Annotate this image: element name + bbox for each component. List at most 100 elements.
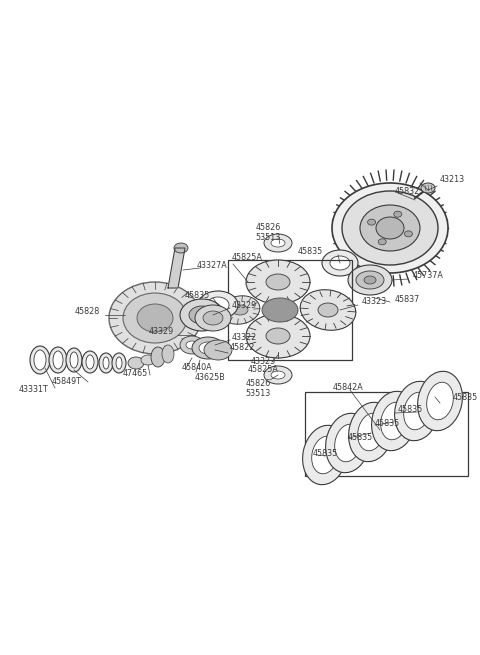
Text: 47465: 47465 (123, 369, 148, 379)
Ellipse shape (262, 298, 298, 322)
Text: 45825A: 45825A (248, 365, 278, 375)
Text: 53513: 53513 (255, 233, 281, 242)
Text: 45835: 45835 (453, 392, 478, 402)
Ellipse shape (264, 366, 292, 384)
Ellipse shape (180, 299, 224, 331)
Ellipse shape (360, 205, 420, 251)
Ellipse shape (368, 219, 375, 225)
Text: 45835: 45835 (185, 291, 210, 299)
Ellipse shape (318, 303, 338, 317)
Ellipse shape (404, 392, 430, 430)
Ellipse shape (405, 231, 412, 237)
Text: 45835: 45835 (348, 432, 373, 441)
Text: 45832: 45832 (395, 187, 420, 195)
Text: 43329: 43329 (232, 301, 257, 310)
Ellipse shape (34, 350, 46, 370)
Ellipse shape (186, 341, 198, 349)
Bar (305, 392, 468, 476)
Ellipse shape (53, 351, 63, 369)
Ellipse shape (332, 183, 448, 273)
Ellipse shape (356, 271, 384, 289)
Ellipse shape (203, 311, 223, 325)
Ellipse shape (112, 353, 126, 373)
Ellipse shape (427, 383, 453, 420)
Ellipse shape (207, 297, 229, 313)
Ellipse shape (381, 402, 408, 440)
Ellipse shape (66, 348, 82, 372)
Text: 45737A: 45737A (413, 272, 444, 280)
Ellipse shape (335, 424, 361, 462)
Ellipse shape (195, 305, 231, 331)
Ellipse shape (128, 357, 144, 369)
Ellipse shape (204, 340, 232, 360)
Ellipse shape (192, 337, 224, 359)
Text: 45835: 45835 (398, 405, 423, 415)
Ellipse shape (395, 381, 439, 441)
Text: 53513: 53513 (245, 388, 271, 398)
Ellipse shape (325, 413, 371, 473)
Text: 45840A: 45840A (182, 364, 213, 373)
Ellipse shape (246, 260, 310, 304)
Text: 45835: 45835 (298, 248, 323, 257)
Text: 43625B: 43625B (195, 373, 226, 383)
Ellipse shape (358, 413, 384, 451)
Ellipse shape (86, 355, 94, 369)
Ellipse shape (348, 265, 392, 295)
Text: 45849T: 45849T (52, 377, 82, 386)
Ellipse shape (82, 351, 98, 373)
Ellipse shape (271, 239, 285, 247)
Ellipse shape (99, 353, 113, 373)
Ellipse shape (342, 191, 438, 265)
Ellipse shape (189, 306, 215, 324)
Ellipse shape (141, 355, 155, 365)
Ellipse shape (220, 296, 260, 324)
Text: 45835: 45835 (313, 449, 338, 458)
Ellipse shape (266, 274, 290, 290)
Ellipse shape (271, 371, 285, 379)
Text: 43331T: 43331T (18, 386, 48, 394)
Text: 45826: 45826 (255, 223, 281, 233)
Ellipse shape (123, 293, 187, 343)
Ellipse shape (322, 250, 358, 276)
Ellipse shape (372, 391, 417, 451)
Text: 43327A: 43327A (197, 261, 228, 269)
Ellipse shape (199, 342, 217, 354)
Ellipse shape (348, 402, 394, 462)
Ellipse shape (418, 371, 462, 431)
Ellipse shape (300, 290, 356, 330)
Text: 45822: 45822 (230, 343, 255, 352)
Ellipse shape (330, 256, 350, 270)
Bar (228, 260, 352, 360)
Text: 43213: 43213 (440, 176, 465, 185)
Ellipse shape (376, 217, 404, 239)
Ellipse shape (103, 357, 109, 369)
Text: 43329: 43329 (149, 328, 174, 337)
Text: 45835: 45835 (375, 419, 400, 428)
Text: 43323: 43323 (362, 297, 387, 307)
Polygon shape (168, 248, 185, 288)
Ellipse shape (232, 305, 248, 315)
Ellipse shape (421, 183, 435, 193)
Ellipse shape (49, 347, 67, 373)
Ellipse shape (180, 336, 204, 354)
Ellipse shape (246, 314, 310, 358)
Ellipse shape (70, 352, 78, 368)
Ellipse shape (198, 291, 238, 319)
Ellipse shape (266, 328, 290, 344)
Ellipse shape (30, 346, 50, 374)
Text: 45842A: 45842A (333, 383, 363, 392)
Ellipse shape (312, 436, 338, 474)
Ellipse shape (116, 357, 122, 369)
Ellipse shape (302, 425, 348, 485)
Ellipse shape (137, 304, 173, 332)
Ellipse shape (264, 234, 292, 252)
Ellipse shape (378, 239, 386, 245)
Ellipse shape (151, 347, 165, 367)
Text: 45837: 45837 (395, 295, 420, 305)
Text: 45828: 45828 (75, 307, 100, 316)
Ellipse shape (162, 345, 174, 363)
Ellipse shape (394, 211, 402, 217)
Ellipse shape (109, 282, 201, 354)
Text: 45826: 45826 (245, 379, 271, 388)
Text: 43323: 43323 (251, 356, 276, 365)
